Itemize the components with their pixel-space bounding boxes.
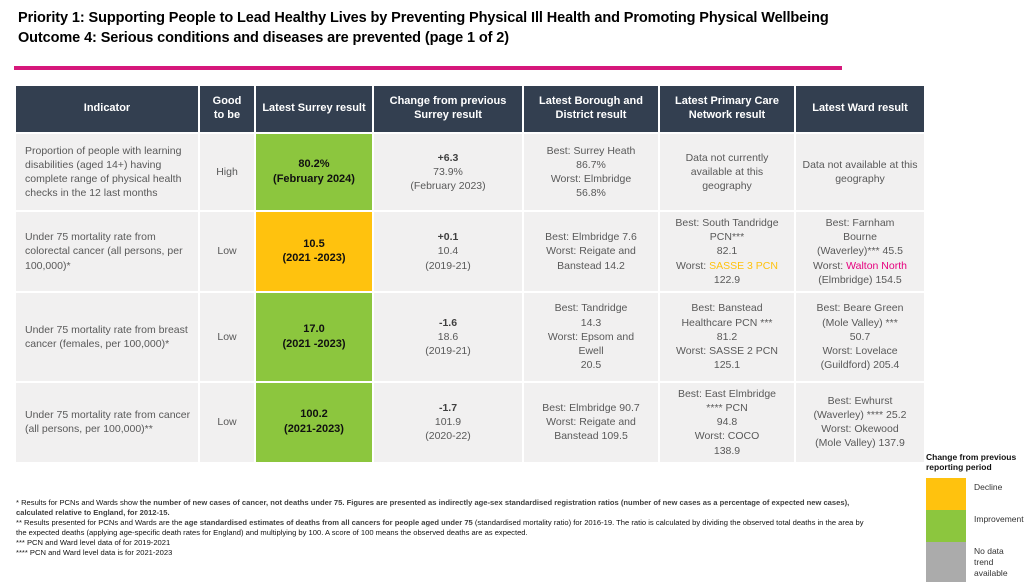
pcn-cell: Best: East Elmbridge **** PCN 94.8 Worst… [660,382,794,462]
table-header-row: Indicator Good to be Latest Surrey resul… [16,86,924,132]
legend-label: Improvement [974,514,1024,525]
legend-title: Change from previous reporting period [926,452,1017,473]
change-cell: -1.6 18.6 (2019-21) [374,292,522,381]
good-to-be-cell: High [200,134,254,210]
indicator-cell: Under 75 mortality rate from cancer (all… [16,382,198,462]
footnote-1: * Results for PCNs and Wards show the nu… [16,498,850,518]
decline-color-swatch [926,478,966,511]
pcn-cell: Best: South Tandridge PCN*** 82.1 Worst:… [660,212,794,291]
indicator-cell: Proportion of people with learning disab… [16,134,198,210]
good-to-be-cell: Low [200,382,254,462]
column-header-change-previous: Change from previous Surrey result [374,86,522,132]
column-header-good-to-be: Good to be [200,86,254,132]
column-header-latest-surrey: Latest Surrey result [256,86,372,132]
pcn-cell: Best: Banstead Healthcare PCN *** 81.2 W… [660,292,794,381]
surrey-result-cell: 80.2% (February 2024) [256,134,372,210]
borough-district-cell: Best: Elmbridge 90.7 Worst: Reigate and … [524,382,658,462]
good-to-be-cell: Low [200,292,254,381]
indicator-results-table: Indicator Good to be Latest Surrey resul… [14,84,926,464]
no-data-color-swatch [926,542,966,582]
surrey-result-cell: 100.2 (2021-2023) [256,382,372,462]
legend-item-improvement: Improvement [926,510,1024,543]
column-header-borough-district: Latest Borough and District result [524,86,658,132]
indicator-cell: Under 75 mortality rate from breast canc… [16,292,198,381]
column-header-indicator: Indicator [16,86,198,132]
change-cell: +6.3 73.9% (February 2023) [374,134,522,210]
ward-cell: Data not available at this geography [796,134,924,210]
legend-item-no-data: No data trend available [926,542,1022,582]
good-to-be-cell: Low [200,212,254,291]
footnote-3: *** PCN and Ward level data of for 2019-… [16,538,171,548]
indicator-cell: Under 75 mortality rate from colorectal … [16,212,198,291]
borough-district-cell: Best: Surrey Heath 86.7% Worst: Elmbridg… [524,134,658,210]
change-legend: Change from previous reporting period De… [926,452,1024,582]
surrey-result-cell: 10.5 (2021 -2023) [256,212,372,291]
footnote-4: **** PCN and Ward level data is for 2021… [16,548,173,558]
page-title-line2: Outcome 4: Serious conditions and diseas… [18,29,509,46]
change-cell: -1.7 101.9 (2020-22) [374,382,522,462]
ward-cell: Best: Beare Green (Mole Valley) *** 50.7… [796,292,924,381]
legend-item-decline: Decline [926,478,1022,511]
borough-district-cell: Best: Tandridge 14.3 Worst: Epsom and Ew… [524,292,658,381]
footnote-2: ** Results presented for PCNs and Wards … [16,518,864,538]
page-title-line1: Priority 1: Supporting People to Lead He… [18,10,829,26]
table-row: Under 75 mortality rate from cancer (all… [16,382,924,462]
change-cell: +0.1 10.4 (2019-21) [374,212,522,291]
footnotes: * Results for PCNs and Wards show the nu… [16,498,864,559]
title-divider-line [14,66,842,70]
ward-cell: Best: Ewhurst (Waverley) **** 25.2 Worst… [796,382,924,462]
borough-district-cell: Best: Elmbridge 7.6 Worst: Reigate and B… [524,212,658,291]
table-row: Proportion of people with learning disab… [16,134,924,210]
table-row: Under 75 mortality rate from breast canc… [16,292,924,381]
page-title: Priority 1: Supporting People to Lead He… [18,9,918,48]
pcn-cell: Data not currently available at this geo… [660,134,794,210]
table-row: Under 75 mortality rate from colorectal … [16,212,924,291]
legend-label: Decline [974,482,1003,493]
surrey-result-cell: 17.0 (2021 -2023) [256,292,372,381]
improvement-color-swatch [926,510,966,543]
column-header-ward: Latest Ward result [796,86,924,132]
column-header-pcn: Latest Primary Care Network result [660,86,794,132]
legend-label: No data trend available [974,546,1008,578]
ward-cell: Best: Farnham Bourne (Waverley)*** 45.5 … [796,212,924,291]
